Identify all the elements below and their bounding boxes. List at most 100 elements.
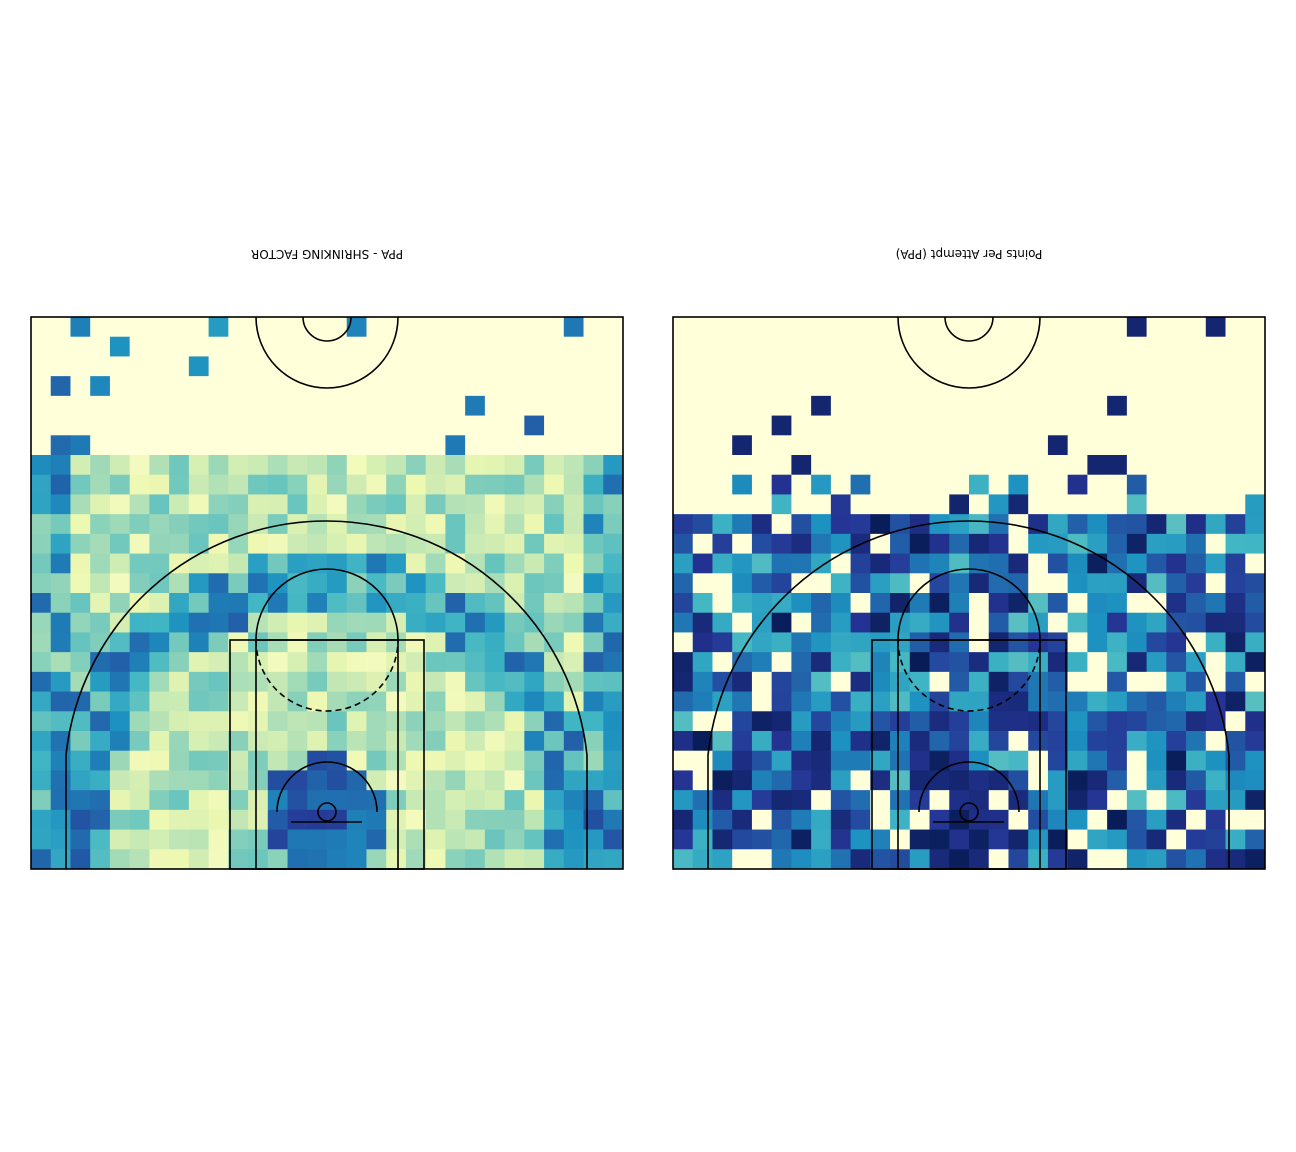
heatmap-cell xyxy=(228,395,249,416)
heatmap-cell xyxy=(169,593,190,614)
heatmap-cell xyxy=(228,336,249,357)
heatmap-cell xyxy=(484,809,505,830)
heatmap-cell xyxy=(169,750,190,771)
heatmap-cell xyxy=(50,415,71,436)
heatmap-cell xyxy=(425,514,446,535)
heatmap-cell xyxy=(504,553,525,574)
heatmap-cell xyxy=(1067,612,1088,633)
heatmap-cell xyxy=(1245,356,1266,377)
heatmap-cell xyxy=(50,395,71,416)
heatmap-cell xyxy=(949,731,970,752)
chart-title: PPA - SHRINKING FACTOR xyxy=(251,247,403,261)
heatmap-cell xyxy=(732,415,753,436)
heatmap-cell xyxy=(732,514,753,535)
heatmap-cell xyxy=(673,395,694,416)
heatmap-cell xyxy=(307,455,328,476)
heatmap-cell xyxy=(603,790,624,811)
heatmap-cell xyxy=(909,849,930,870)
heatmap-cell xyxy=(445,514,466,535)
heatmap-cell xyxy=(524,829,545,850)
heatmap-cell xyxy=(890,317,911,338)
heatmap-cell xyxy=(1107,731,1128,752)
heatmap-cell xyxy=(445,455,466,476)
heatmap-cell xyxy=(791,731,812,752)
heatmap-cell xyxy=(484,711,505,732)
heatmap-cell xyxy=(771,336,792,357)
heatmap-cell xyxy=(129,849,150,870)
heatmap-cell xyxy=(712,317,733,338)
heatmap-cell xyxy=(692,494,713,515)
heatmap-cell xyxy=(169,356,190,377)
heatmap-cell xyxy=(850,829,871,850)
heatmap-cell xyxy=(583,809,604,830)
heatmap-cell xyxy=(445,790,466,811)
heatmap-cell xyxy=(228,711,249,732)
heatmap-cell xyxy=(890,711,911,732)
heatmap-cell xyxy=(909,731,930,752)
heatmap-cell xyxy=(405,711,427,732)
heatmap-cell xyxy=(287,317,308,338)
heatmap-cell xyxy=(1245,770,1266,791)
heatmap-cell xyxy=(524,573,545,594)
heatmap-cell xyxy=(405,474,427,495)
heatmap-cell xyxy=(1008,829,1029,850)
heatmap-cell xyxy=(751,632,773,653)
heatmap-cell xyxy=(563,711,584,732)
heatmap-cell xyxy=(988,415,1009,436)
heatmap-cell xyxy=(1028,849,1049,870)
heatmap-cell xyxy=(445,573,466,594)
heatmap-cell xyxy=(1126,435,1147,456)
heatmap-cell xyxy=(1087,573,1108,594)
heatmap-cell xyxy=(1028,553,1049,574)
heatmap-cell xyxy=(909,770,930,791)
heatmap-cell xyxy=(732,455,753,476)
heatmap-cell xyxy=(1146,750,1167,771)
heatmap-cell xyxy=(850,750,871,771)
heatmap-cell xyxy=(1087,632,1108,653)
heatmap-cell xyxy=(1047,849,1069,870)
heatmap-cell xyxy=(1126,356,1147,377)
heatmap-cell xyxy=(287,731,308,752)
heatmap-cell xyxy=(405,790,427,811)
heatmap-cell xyxy=(1186,395,1207,416)
heatmap-cell xyxy=(949,829,970,850)
heatmap-cell xyxy=(346,790,367,811)
heatmap-cell xyxy=(129,415,150,436)
heatmap-cell xyxy=(267,809,288,830)
heatmap-cell xyxy=(1186,593,1207,614)
heatmap-cell xyxy=(1166,553,1187,574)
heatmap-cell xyxy=(1107,809,1128,830)
heatmap-cell xyxy=(1225,632,1246,653)
heatmap-cell xyxy=(366,790,387,811)
hoop xyxy=(959,802,979,822)
heatmap-cell xyxy=(405,317,427,338)
heatmap-cell xyxy=(1245,731,1266,752)
heatmap-cell xyxy=(1107,376,1128,397)
heatmap-cell xyxy=(228,553,249,574)
heatmap-cell xyxy=(909,652,930,673)
heatmap-cell xyxy=(563,317,584,338)
heatmap-cell xyxy=(988,514,1009,535)
heatmap-cell xyxy=(1107,317,1128,338)
heatmap-cell xyxy=(425,336,446,357)
heatmap-cell xyxy=(465,731,486,752)
heatmap-cell xyxy=(1028,533,1049,554)
heatmap-cell xyxy=(248,593,269,614)
heatmap-cell xyxy=(1166,415,1187,436)
heatmap-cell xyxy=(830,395,851,416)
heatmap-cell xyxy=(830,809,851,830)
heatmap-cell xyxy=(267,770,288,791)
heatmap-cell xyxy=(504,829,525,850)
heatmap-cell xyxy=(1028,770,1049,791)
heatmap-cell xyxy=(988,474,1009,495)
heatmap-cell xyxy=(870,415,891,436)
heatmap-cell xyxy=(248,770,269,791)
heatmap-cell xyxy=(544,790,565,811)
heatmap-cell xyxy=(563,691,584,712)
heatmap-cell xyxy=(248,474,269,495)
heatmap-cell xyxy=(386,573,407,594)
heatmap-cell xyxy=(129,455,150,476)
heatmap-cell xyxy=(346,356,367,377)
heatmap-cell xyxy=(484,435,505,456)
heatmap-cell xyxy=(129,809,150,830)
